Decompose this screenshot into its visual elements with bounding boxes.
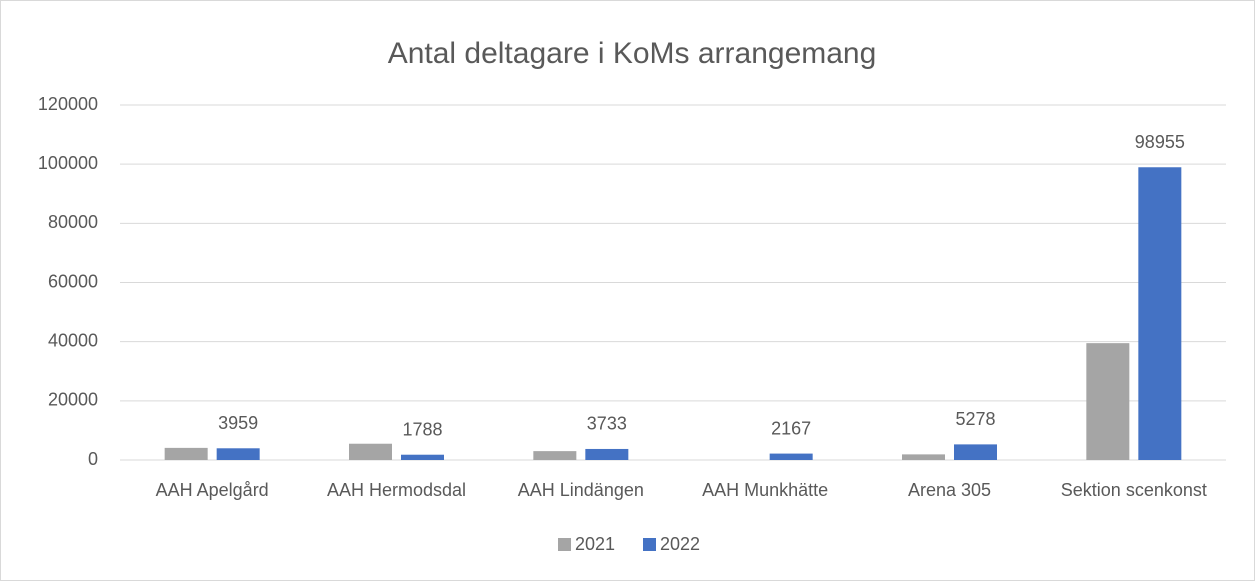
y-tick-label: 0 [88, 449, 98, 469]
data-label: 5278 [955, 409, 995, 429]
x-tick-label: AAH Lindängen [518, 480, 644, 500]
x-tick-label: AAH Munkhätte [702, 480, 828, 500]
bar [216, 448, 260, 460]
chart-title: Antal deltagare i KoMs arrangemang [388, 37, 877, 70]
y-tick-label: 120000 [38, 94, 98, 114]
data-label: 1788 [402, 419, 442, 439]
bar [164, 447, 208, 460]
legend-label: 2022 [660, 534, 700, 554]
x-tick-label: Arena 305 [908, 480, 991, 500]
bar [769, 453, 813, 460]
bar [902, 454, 945, 460]
y-tick-label: 100000 [38, 153, 98, 173]
x-tick-label: Sektion scenkonst [1061, 480, 1207, 500]
y-tick-label: 40000 [48, 330, 98, 350]
x-tick-label: AAH Apelgård [156, 480, 269, 500]
bar [533, 451, 577, 460]
legend-label: 2021 [575, 534, 615, 554]
data-label: 2167 [771, 418, 811, 438]
legend-swatch [643, 538, 656, 551]
bar [1086, 343, 1130, 460]
bar [401, 454, 444, 460]
data-label: 3733 [587, 414, 627, 434]
bar [1138, 167, 1182, 460]
bar [349, 443, 392, 460]
y-tick-label: 60000 [48, 271, 98, 291]
bar [585, 448, 629, 460]
x-tick-label: AAH Hermodsdal [327, 480, 466, 500]
legend-swatch [558, 538, 571, 551]
data-label: 98955 [1135, 132, 1185, 152]
data-label: 3959 [218, 413, 258, 433]
y-tick-label: 80000 [48, 212, 98, 232]
bar [954, 444, 997, 460]
y-tick-label: 20000 [48, 390, 98, 410]
